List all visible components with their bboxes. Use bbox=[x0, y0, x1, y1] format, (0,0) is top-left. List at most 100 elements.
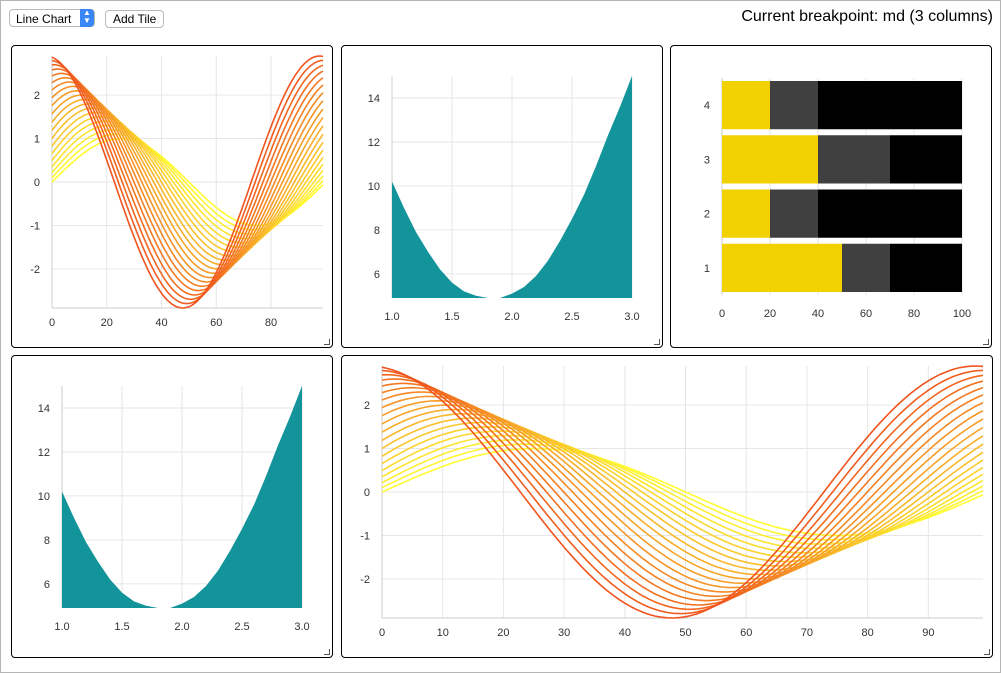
x-tick-label: 2.5 bbox=[564, 311, 579, 323]
x-tick-label: 40 bbox=[619, 627, 631, 639]
y-tick-label: -2 bbox=[30, 264, 40, 276]
x-tick-label: 60 bbox=[210, 317, 222, 329]
series-line bbox=[381, 373, 984, 611]
x-tick-label: 60 bbox=[740, 627, 752, 639]
y-tick-label: 14 bbox=[38, 403, 50, 415]
y-tick-label: 1 bbox=[34, 134, 40, 146]
series-line bbox=[381, 365, 984, 619]
x-tick-label: 60 bbox=[860, 308, 872, 320]
bar-segment bbox=[818, 189, 962, 238]
bar-segment bbox=[890, 243, 962, 292]
y-tick-label: -2 bbox=[360, 574, 370, 586]
x-tick-label: 70 bbox=[801, 627, 813, 639]
series-line bbox=[381, 430, 984, 554]
x-tick-label: 50 bbox=[679, 627, 691, 639]
x-tick-label: 10 bbox=[437, 627, 449, 639]
bar-segment bbox=[890, 135, 962, 184]
bar-segment bbox=[722, 243, 842, 292]
x-tick-label: 80 bbox=[265, 317, 277, 329]
x-tick-label: 3.0 bbox=[624, 311, 639, 323]
resize-handle[interactable] bbox=[324, 649, 330, 655]
x-tick-label: 30 bbox=[558, 627, 570, 639]
y-tick-label: 8 bbox=[374, 225, 380, 237]
y-tick-label: 10 bbox=[38, 491, 50, 503]
x-tick-label: 2.0 bbox=[174, 621, 189, 633]
y-tick-label: 6 bbox=[44, 579, 50, 591]
x-tick-label: 20 bbox=[497, 627, 509, 639]
y-tick-label: 2 bbox=[34, 90, 40, 102]
x-tick-label: 40 bbox=[812, 308, 824, 320]
series-line bbox=[51, 120, 324, 244]
y-tick-label: 0 bbox=[364, 487, 370, 499]
series-line bbox=[381, 395, 984, 589]
series-line bbox=[51, 59, 324, 305]
y-tick-label: -1 bbox=[360, 530, 370, 542]
resize-handle[interactable] bbox=[654, 339, 660, 345]
tile-line-chart-wide[interactable]: 0 10 20 30 40 50 60 70 80 90 -2 -1 0 1 2 bbox=[341, 355, 993, 658]
resize-handle[interactable] bbox=[984, 649, 990, 655]
x-tick-label: 1.5 bbox=[444, 311, 459, 323]
tile-line-chart[interactable]: 0 20 40 60 80 -2 -1 0 1 2 bbox=[11, 45, 333, 348]
bar-segment bbox=[770, 189, 818, 238]
y-tick-label: -1 bbox=[30, 220, 40, 232]
series-line bbox=[381, 378, 984, 606]
x-tick-label: 1.0 bbox=[54, 621, 69, 633]
y-tick-label: 6 bbox=[374, 269, 380, 281]
x-tick-label: 100 bbox=[953, 308, 971, 320]
x-tick-label: 0 bbox=[49, 317, 55, 329]
series-line bbox=[51, 68, 324, 296]
y-tick-label: 3 bbox=[704, 154, 710, 166]
tile-area-chart[interactable]: 1.0 1.5 2.0 2.5 3.0 6 8 10 12 14 bbox=[341, 45, 663, 348]
x-tick-label: 1.5 bbox=[114, 621, 129, 633]
series-line bbox=[51, 63, 324, 301]
x-tick-label: 20 bbox=[764, 308, 776, 320]
resize-handle[interactable] bbox=[324, 339, 330, 345]
y-tick-label: 12 bbox=[38, 447, 50, 459]
select-chevron-icon: ▲ ▼ bbox=[80, 9, 94, 27]
area-fill bbox=[62, 386, 302, 608]
y-tick-label: 14 bbox=[368, 93, 380, 105]
y-tick-label: 0 bbox=[34, 177, 40, 189]
series-line bbox=[381, 382, 984, 602]
line-chart-svg: 0 20 40 60 80 -2 -1 0 1 2 bbox=[30, 55, 324, 329]
x-tick-label: 2.5 bbox=[234, 621, 249, 633]
series-line bbox=[51, 55, 324, 309]
series-line bbox=[381, 386, 984, 598]
x-tick-label: 1.0 bbox=[384, 311, 399, 323]
bar-segment bbox=[818, 135, 890, 184]
resize-handle[interactable] bbox=[983, 339, 989, 345]
tile-bar-chart[interactable]: 0 20 40 60 80 100 1 2 3 4 bbox=[670, 45, 992, 348]
y-tick-label: 1 bbox=[704, 263, 710, 275]
x-tick-label: 40 bbox=[155, 317, 167, 329]
y-tick-label: 10 bbox=[368, 181, 380, 193]
bar-segment bbox=[722, 135, 818, 184]
series-line bbox=[51, 81, 324, 283]
bar-segment bbox=[722, 81, 770, 130]
bar-segment bbox=[842, 243, 890, 292]
add-tile-button[interactable]: Add Tile bbox=[105, 10, 165, 28]
x-tick-label: 0 bbox=[719, 308, 725, 320]
chart-type-select-value: Line Chart bbox=[16, 12, 72, 26]
series-line bbox=[381, 413, 984, 571]
bar-chart-svg: 0 20 40 60 80 100 1 2 3 4 bbox=[704, 78, 971, 320]
area-chart-svg: 1.0 1.5 2.0 2.5 3.0 6 8 10 12 14 bbox=[38, 386, 310, 633]
x-tick-label: 90 bbox=[922, 627, 934, 639]
chart-type-select[interactable]: Line Chart ▲ ▼ bbox=[9, 9, 95, 27]
x-tick-label: 80 bbox=[908, 308, 920, 320]
y-tick-label: 12 bbox=[368, 137, 380, 149]
series-line bbox=[381, 369, 984, 615]
x-tick-label: 80 bbox=[862, 627, 874, 639]
series-line bbox=[51, 72, 324, 292]
bar-segment bbox=[722, 189, 770, 238]
series-line bbox=[381, 408, 984, 576]
series-line bbox=[381, 425, 984, 559]
y-tick-label: 1 bbox=[364, 444, 370, 456]
y-tick-label: 4 bbox=[704, 100, 710, 112]
x-tick-label: 3.0 bbox=[294, 621, 309, 633]
series-line bbox=[51, 76, 324, 288]
bar-segment bbox=[770, 81, 818, 130]
y-tick-label: 2 bbox=[364, 400, 370, 412]
tile-area-chart[interactable]: 1.0 1.5 2.0 2.5 3.0 6 8 10 12 14 bbox=[11, 355, 333, 658]
line-chart-svg: 0 10 20 30 40 50 60 70 80 90 -2 -1 0 1 2 bbox=[360, 365, 984, 639]
area-chart-svg: 1.0 1.5 2.0 2.5 3.0 6 8 10 12 14 bbox=[368, 76, 640, 323]
